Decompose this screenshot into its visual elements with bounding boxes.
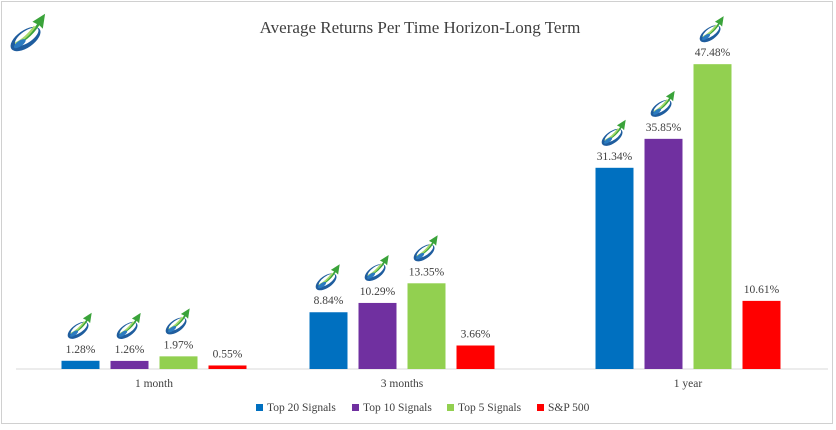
- bar: [595, 167, 634, 369]
- legend-label: Top 10 Signals: [363, 402, 432, 414]
- growth-arrow-logo-icon: [113, 312, 142, 341]
- growth-arrow-logo-icon: [696, 15, 725, 45]
- data-label: 47.48%: [695, 47, 731, 59]
- legend-swatch: [256, 404, 263, 411]
- growth-arrow-logo-icon: [312, 263, 341, 293]
- chart-frame: Average Returns Per Time Horizon-Long Te…: [1, 1, 833, 424]
- data-label: 13.35%: [409, 266, 445, 278]
- bar: [159, 356, 198, 369]
- data-label: 1.26%: [115, 344, 145, 356]
- growth-arrow-logo-icon: [361, 254, 390, 283]
- legend-label: Top 20 Signals: [267, 402, 336, 414]
- data-label: 3.66%: [461, 329, 491, 341]
- bar: [693, 64, 732, 369]
- legend-item: Top 20 Signals: [256, 402, 336, 414]
- legend-swatch: [537, 404, 544, 411]
- legend-swatch: [447, 404, 454, 411]
- bar: [644, 138, 683, 369]
- bar: [742, 300, 781, 369]
- x-tick-label: 1 month: [135, 378, 173, 390]
- growth-arrow-logo-icon: [410, 234, 439, 264]
- brand-logo-icon: [6, 12, 47, 54]
- legend-item: Top 5 Signals: [447, 402, 522, 414]
- bar: [61, 360, 100, 369]
- legend-item: S&P 500: [537, 402, 590, 414]
- x-tick-label: 1 year: [674, 378, 703, 390]
- data-label: 31.34%: [597, 151, 633, 163]
- bar: [309, 312, 348, 369]
- data-label: 35.85%: [646, 122, 682, 134]
- legend-label: S&P 500: [548, 402, 590, 414]
- data-label: 1.28%: [66, 344, 96, 356]
- bar: [110, 360, 149, 369]
- growth-arrow-logo-icon: [598, 118, 627, 148]
- legend-label: Top 5 Signals: [458, 402, 522, 414]
- growth-arrow-logo-icon: [64, 311, 93, 341]
- bar: [407, 283, 446, 369]
- bar: [358, 302, 397, 369]
- bar-chart: Average Returns Per Time Horizon-Long Te…: [6, 12, 828, 414]
- chart-title: Average Returns Per Time Horizon-Long Te…: [260, 18, 581, 37]
- data-label: 10.61%: [744, 284, 780, 296]
- x-tick-label: 3 months: [381, 378, 424, 390]
- legend-item: Top 10 Signals: [352, 402, 432, 414]
- growth-arrow-logo-icon: [162, 307, 191, 337]
- data-label: 10.29%: [360, 286, 396, 298]
- legend-swatch: [352, 404, 359, 411]
- data-label: 0.55%: [213, 348, 243, 360]
- data-label: 8.84%: [314, 295, 344, 307]
- bar: [208, 365, 247, 369]
- growth-arrow-logo-icon: [647, 90, 676, 119]
- legend: Top 20 Signals Top 10 Signals Top 5 Signal…: [256, 402, 590, 414]
- data-label: 1.97%: [164, 339, 194, 351]
- bar: [456, 345, 495, 369]
- plot-area: 1.28% 1.26% 1.97% 0.55% 1 month 8.84% 10.29% 13…: [16, 15, 828, 390]
